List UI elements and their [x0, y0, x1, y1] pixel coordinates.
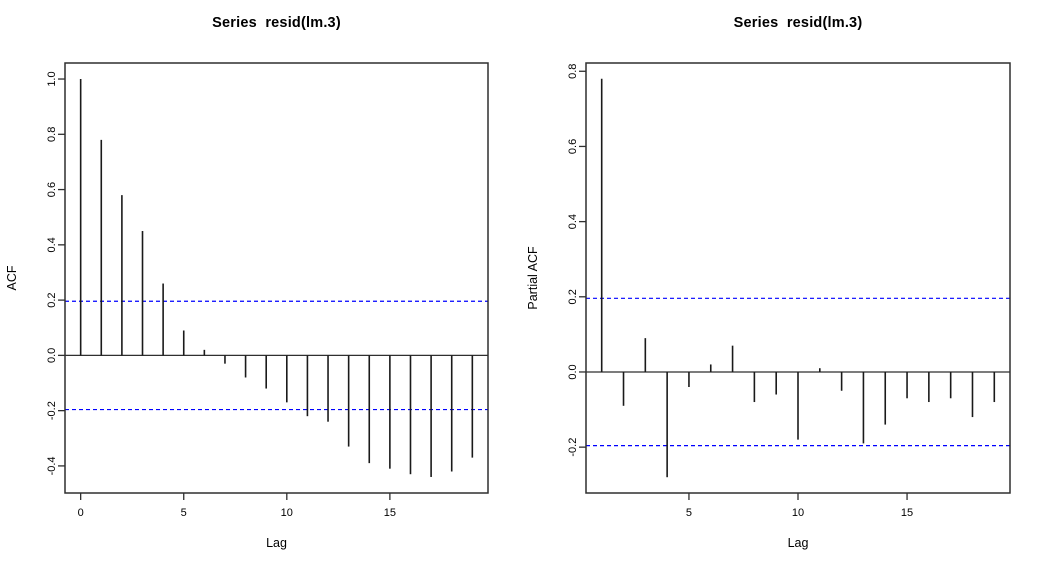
y-axis-tick-label: 0.2 — [567, 289, 579, 304]
y-axis-tick-label: 0.4 — [567, 214, 579, 229]
y-axis-tick-label: -0.2 — [567, 438, 579, 457]
y-axis-tick-label: -0.2 — [46, 401, 58, 420]
pacf-x-axis-label: Lag — [787, 536, 809, 550]
y-axis-tick-label: 1.0 — [46, 71, 58, 86]
pacf-panel: Series resid(lm.3) Partial ACF 0.8 0.6 0.4… — [521, 0, 1042, 573]
y-axis-tick-label: 0.0 — [567, 364, 579, 379]
x-axis-tick-label: 10 — [281, 507, 293, 519]
y-axis-tick-label: 0.4 — [46, 237, 58, 252]
pacf-panel-title: Series resid(lm.3) — [733, 15, 863, 31]
x-axis-tick-label: 0 — [78, 507, 84, 519]
acf-x-axis-label: Lag — [266, 536, 287, 550]
y-axis-tick-label: 0.8 — [567, 64, 579, 79]
pacf-plot-area: 0.8 0.6 0.4 0.2 0.0 -0.2 5 10 15 — [567, 62, 1011, 519]
y-axis-tick-label: 0.6 — [46, 182, 58, 197]
y-axis-tick-label: 0.0 — [46, 348, 58, 363]
acf-panel: Series resid(lm.3) ACF 1.0 0.8 0.6 0.4 0.2 0.… — [5, 15, 489, 550]
acf-plot-area: 1.0 0.8 0.6 0.4 0.2 0.0 -0.2 -0.4 0 5 10 15 — [46, 62, 489, 519]
acf-panel-title: Series resid(lm.3) — [212, 15, 341, 31]
y-axis-tick-label: 0.2 — [46, 292, 58, 307]
plot-frame — [64, 62, 489, 494]
y-axis-tick-label: 0.8 — [46, 127, 58, 142]
x-axis-tick-label: 15 — [384, 507, 396, 519]
y-axis-tick-label: -0.4 — [46, 456, 58, 475]
x-axis-tick-label: 5 — [181, 507, 187, 519]
y-axis-tick-label: 0.6 — [567, 139, 579, 154]
x-axis-tick-label: 10 — [792, 507, 804, 519]
x-axis-tick-label: 5 — [686, 507, 692, 519]
x-axis-tick-label: 15 — [901, 507, 913, 519]
